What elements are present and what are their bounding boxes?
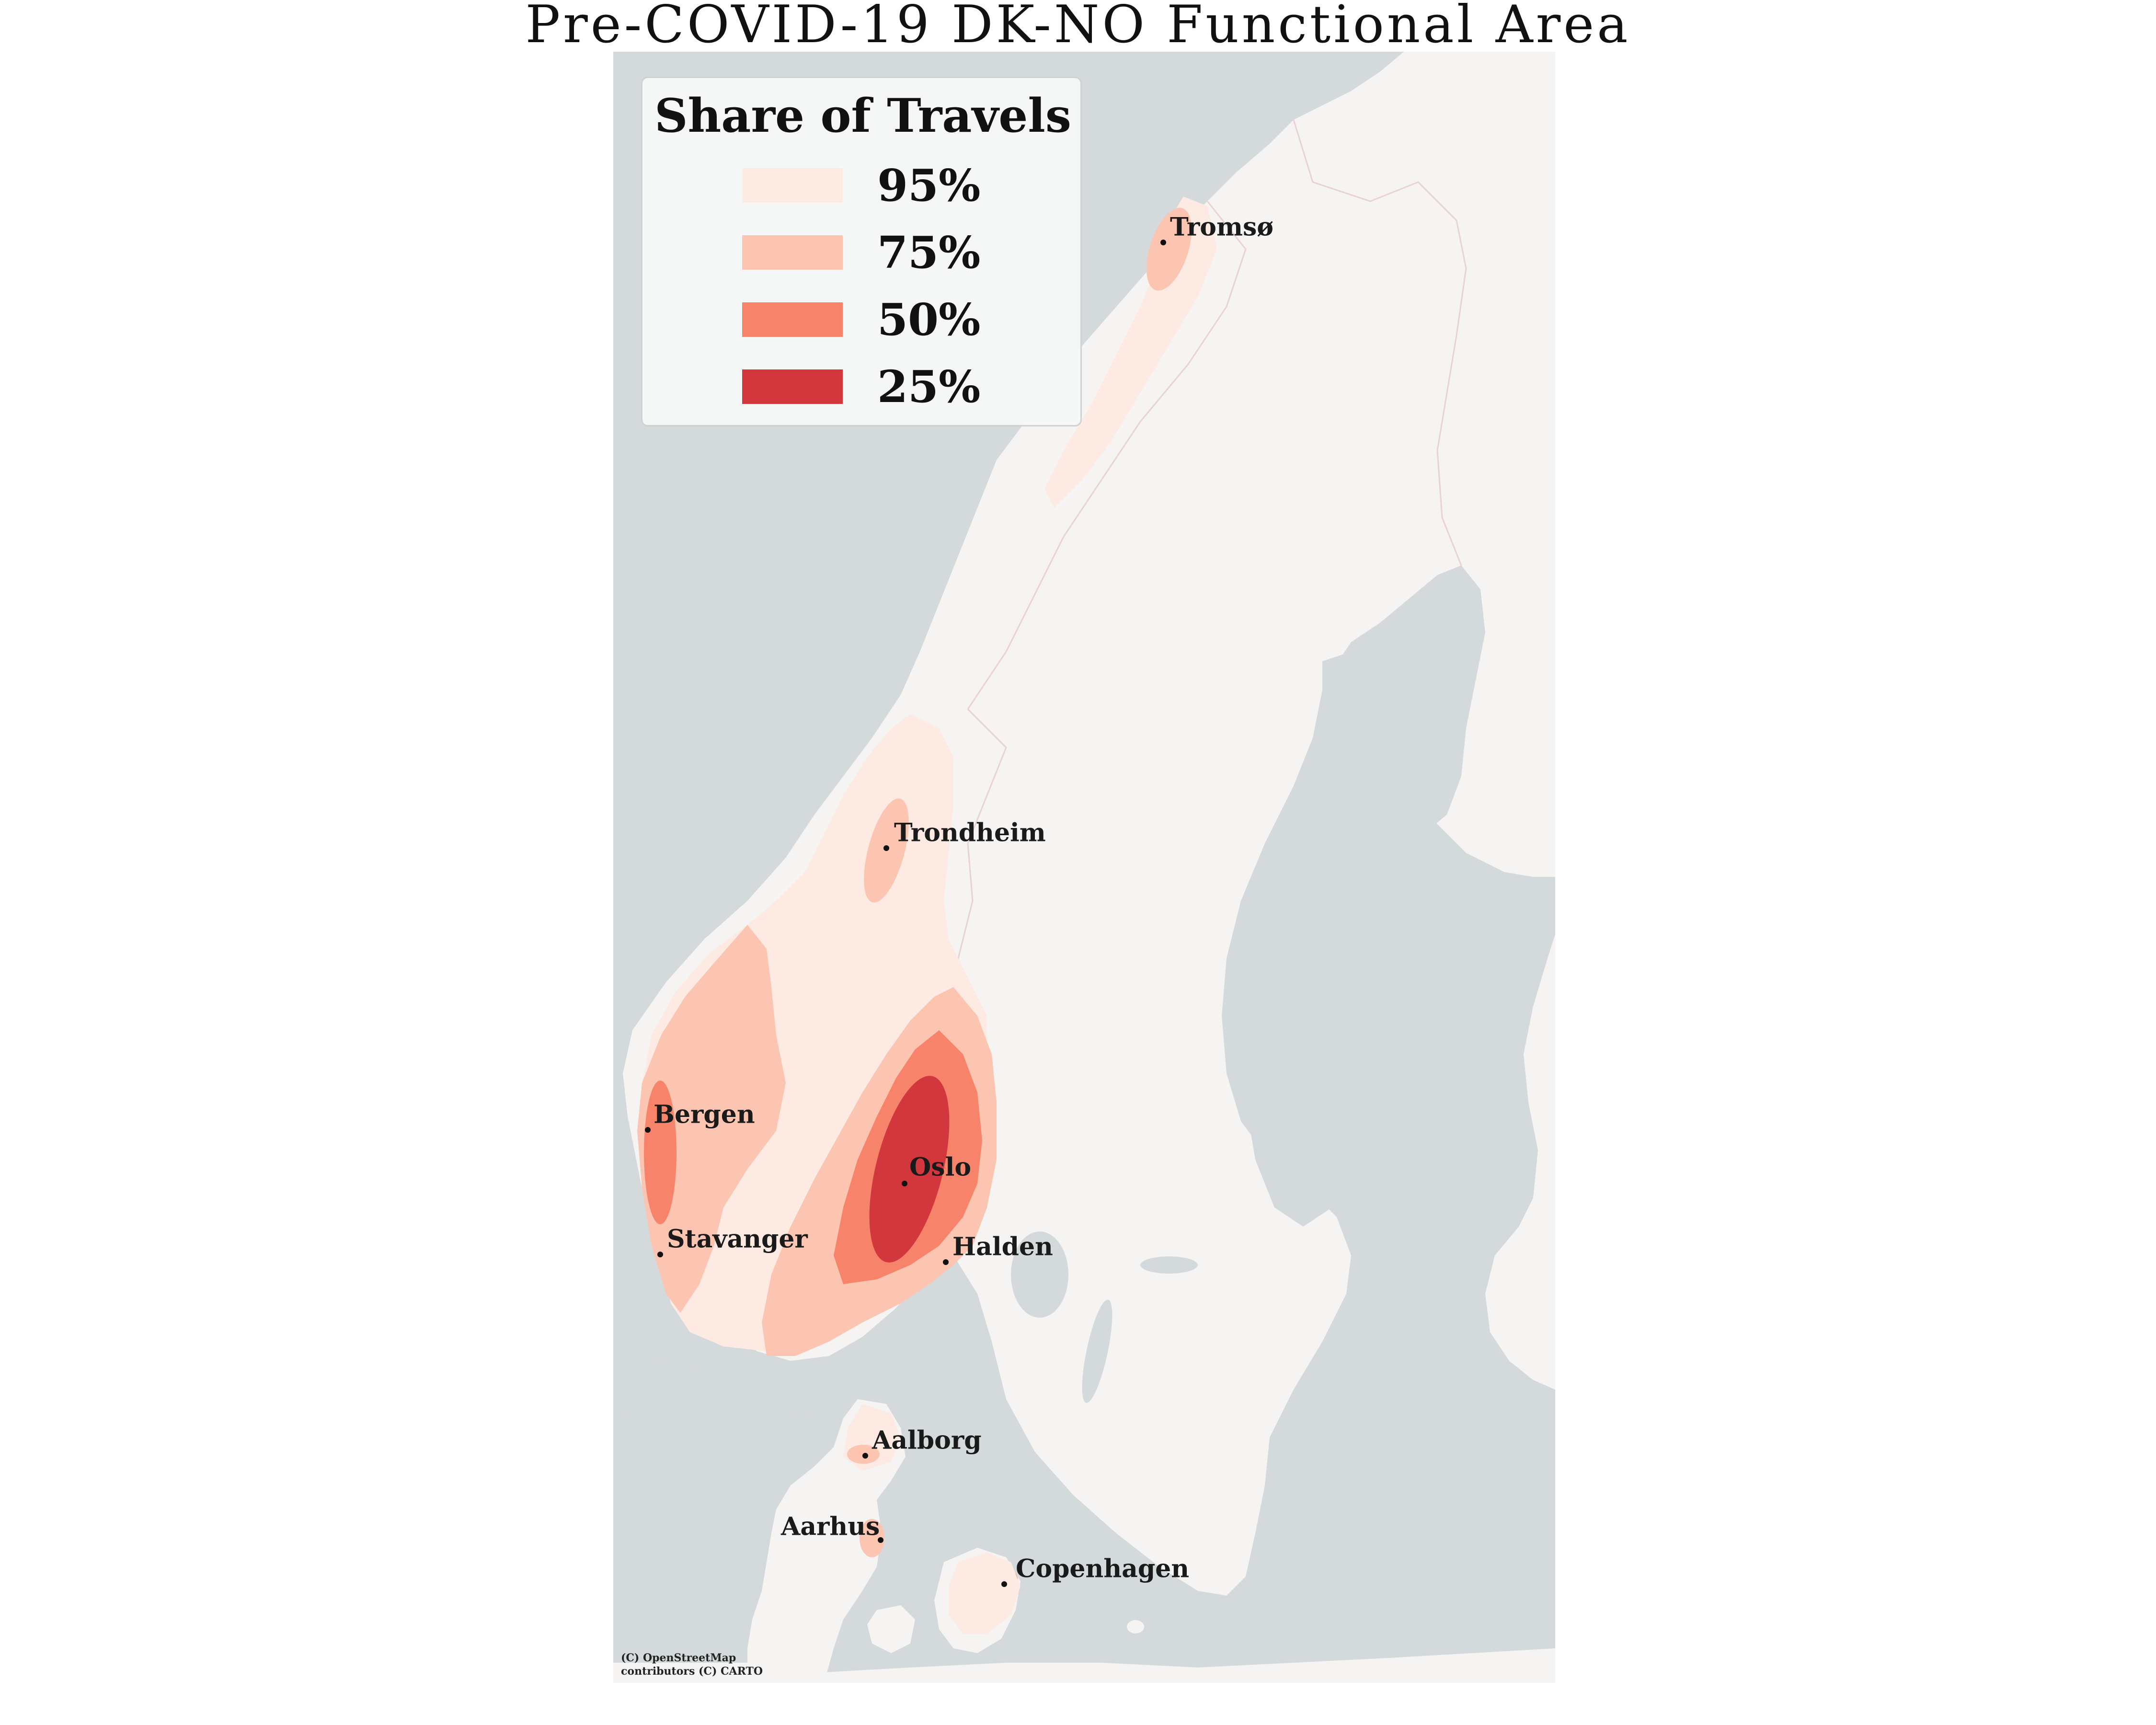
city-label: Trondheim [894,818,1046,848]
gulf-of-bothnia [1332,565,1485,843]
city-dot [902,1181,907,1186]
city-label: Aarhus [780,1512,880,1541]
city-label: Oslo [909,1153,971,1182]
city-marker: Copenhagen [1001,1554,1189,1587]
denmark-jutland [747,1399,906,1683]
city-dot [645,1127,651,1133]
city-marker: Aalborg [862,1426,982,1459]
city-marker: Halden [943,1232,1053,1265]
legend-label: 75% [877,227,981,278]
bornholm [1127,1620,1144,1633]
city-dot [862,1453,868,1459]
city-marker: Stavanger [657,1225,808,1257]
lake-vanern [1011,1231,1068,1318]
contour-50-bergen [644,1081,677,1224]
legend-item: 50% [642,294,1083,345]
legend-swatch-95 [742,168,843,203]
contour-75-tromso [1146,207,1192,291]
city-label: Stavanger [667,1225,808,1254]
map-attribution: (C) OpenStreetMap contributors (C) CARTO [621,1651,763,1678]
lake-malaren [1140,1256,1198,1274]
legend-label: 50% [877,294,981,345]
contour-75-aarhus [860,1519,884,1557]
map-title: Pre-COVID-19 DK-NO Functional Area [525,0,1631,55]
contour-75-west-norway [637,925,786,1313]
legend-item: 75% [642,227,1083,278]
city-label: Tromsø [1170,213,1273,242]
legend-item: 95% [642,160,1083,211]
legend-label: 95% [877,160,981,211]
legend-swatch-25 [742,369,843,404]
city-dot [883,845,889,851]
city-marker: Tromsø [1160,213,1273,245]
functional-area-contours [637,196,1217,1634]
city-label: Halden [952,1232,1053,1262]
legend-item: 25% [642,361,1083,413]
attribution-line: contributors (C) CARTO [621,1665,763,1678]
contour-25-oslo [869,1076,950,1263]
legend: Share of Travels 95% 75% 50% 25% [641,77,1082,426]
lake-vattern [1082,1300,1112,1403]
city-label: Aalborg [872,1426,982,1455]
legend-label: 25% [877,361,981,413]
germany-landmass [613,1648,1555,1683]
city-dot [878,1537,883,1543]
attribution-line: (C) OpenStreetMap [621,1652,736,1664]
city-markers: Tromsø Trondheim Bergen Oslo Stavanger Halden… [645,213,1273,1587]
city-dot [943,1259,949,1265]
city-marker: Bergen [645,1100,755,1133]
city-marker: Aarhus [780,1512,883,1543]
city-dot [1001,1581,1007,1587]
finland-landmass [1485,877,1555,1390]
legend-swatch-50 [742,302,843,337]
baltic-inner [1246,815,1437,1227]
legend-title: Share of Travels [654,89,1071,143]
contour-95-zealand [949,1552,1021,1634]
city-label: Copenhagen [1016,1554,1189,1584]
legend-swatch-75 [742,235,843,270]
city-dot [657,1252,663,1257]
city-marker: Trondheim [883,818,1046,851]
city-dot [1160,240,1166,245]
city-marker: Oslo [902,1153,971,1186]
city-label: Bergen [654,1100,755,1129]
denmark-funen [867,1605,915,1653]
